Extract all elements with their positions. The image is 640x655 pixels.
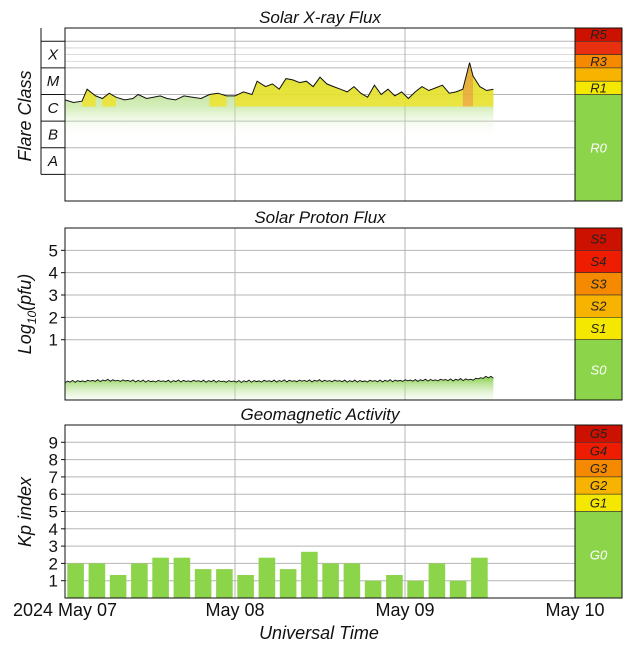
proton-scale-s1: S1 (574, 317, 623, 340)
kp-tick-label: 5 (49, 503, 58, 522)
kp-tick-label: 1 (49, 572, 58, 591)
proton-scale-label: S4 (591, 254, 607, 269)
proton-ylabel-unit: (pfu) (15, 274, 35, 311)
kp-bar (152, 557, 169, 598)
kp-bar (471, 557, 488, 598)
xray-panel-title: Solar X-ray Flux (259, 8, 381, 27)
proton-panel: 1 2 3 4 5 S5 S4 S3 S2 S1 S0 (49, 227, 623, 401)
kp-bar (237, 575, 254, 598)
proton-scale-label: S0 (591, 362, 608, 377)
proton-tick-label: 2 (49, 308, 58, 327)
geomag-ylabel: Kp index (15, 476, 35, 547)
xray-scale-label: R3 (590, 54, 607, 69)
proton-ylabel-main: Log (15, 324, 35, 354)
kp-tick-label: 3 (49, 537, 58, 556)
kp-tick-label: 2 (49, 554, 58, 573)
kp-bar (131, 563, 148, 598)
proton-plot-frame (64, 227, 623, 401)
xray-high-flux-highlight (82, 62, 494, 107)
kp-bar (258, 557, 276, 598)
kp-bar (322, 563, 339, 598)
xray-scale-r2 (574, 67, 623, 82)
kp-bar (428, 563, 446, 598)
x-axis-label: Universal Time (259, 623, 379, 643)
flare-class-c: C (48, 100, 59, 117)
geomag-scale-g5: G5 (574, 424, 623, 443)
kp-bar (216, 569, 233, 598)
geomag-plot-frame (64, 424, 623, 599)
kp-bar (343, 563, 361, 598)
kp-bar (386, 575, 403, 598)
geomag-scale-label: G2 (590, 478, 608, 493)
proton-scale-s3: S3 (574, 272, 623, 296)
proton-ylabel-sub: 10 (25, 310, 39, 324)
xray-plot-frame (64, 27, 623, 202)
flare-class-m: M (47, 73, 60, 90)
xray-flux-line (64, 62, 494, 104)
proton-scale-s4: S4 (574, 250, 623, 273)
xray-scale-label: R0 (590, 140, 607, 155)
kp-tick-label: 7 (49, 468, 58, 487)
kp-tick-label: 8 (49, 451, 58, 470)
kp-bar (364, 580, 382, 598)
geomag-scale-label: G4 (590, 443, 607, 458)
kp-tick-label: 4 (49, 520, 58, 539)
geomag-scale-label: G3 (590, 461, 608, 476)
xray-scale-label: R1 (590, 80, 607, 95)
x-tick-label: May 09 (375, 600, 434, 620)
kp-bar (67, 563, 84, 598)
geomag-panel-title: Geomagnetic Activity (240, 405, 401, 424)
proton-scale-s2: S2 (574, 294, 623, 318)
proton-scale-label: S1 (591, 321, 607, 336)
geomag-scale-g4: G4 (574, 441, 623, 460)
xray-scale-label: R5 (590, 27, 607, 42)
geomag-scale-label: G5 (590, 426, 608, 441)
flare-class-x: X (47, 47, 59, 64)
geomag-scale-label: G1 (590, 495, 607, 510)
kp-bar (88, 563, 106, 598)
x-axis-ticks: 2024 May 07 May 08 May 09 May 10 (13, 600, 605, 620)
xray-ylabel: Flare Class (15, 70, 35, 161)
kp-bar (173, 557, 191, 598)
proton-scale-label: S3 (591, 276, 608, 291)
kp-bar (301, 551, 318, 598)
proton-tick-label: 5 (49, 241, 58, 260)
x-tick-label: May 10 (545, 600, 604, 620)
geomag-scale-g3: G3 (574, 459, 623, 478)
proton-tick-label: 4 (49, 264, 58, 283)
kp-bar (407, 580, 424, 598)
geomag-scale-g0: G0 (574, 511, 623, 599)
x-tick-label: 2024 May 07 (13, 600, 117, 620)
xray-scale-r0 (574, 94, 623, 202)
proton-scale-s0: S0 (574, 339, 623, 401)
geomag-scale-g2: G2 (574, 476, 623, 495)
proton-scale-label: S2 (591, 299, 608, 314)
geomag-scale-label: G0 (590, 547, 608, 562)
proton-flux-line (64, 375, 494, 384)
geomag-scale-g1: G1 (574, 493, 623, 512)
proton-scale-label: S5 (591, 232, 608, 247)
proton-panel-title: Solar Proton Flux (254, 208, 386, 227)
kp-bar (194, 569, 212, 598)
proton-flux-area (65, 376, 494, 400)
flare-class-a: A (47, 153, 58, 170)
kp-tick-label: 9 (49, 433, 58, 452)
x-tick-label: May 08 (205, 600, 264, 620)
xray-scale-r4 (574, 41, 623, 55)
proton-scale-s5: S5 (574, 227, 623, 251)
kp-tick-label: 6 (49, 485, 58, 504)
kp-bar (449, 580, 467, 598)
proton-tick-label: 1 (49, 331, 58, 350)
proton-tick-label: 3 (49, 286, 58, 305)
proton-ylabel: Log10(pfu) (15, 274, 39, 354)
kp-bar (279, 569, 297, 598)
flare-class-b: B (48, 126, 58, 143)
kp-bar (109, 575, 127, 598)
